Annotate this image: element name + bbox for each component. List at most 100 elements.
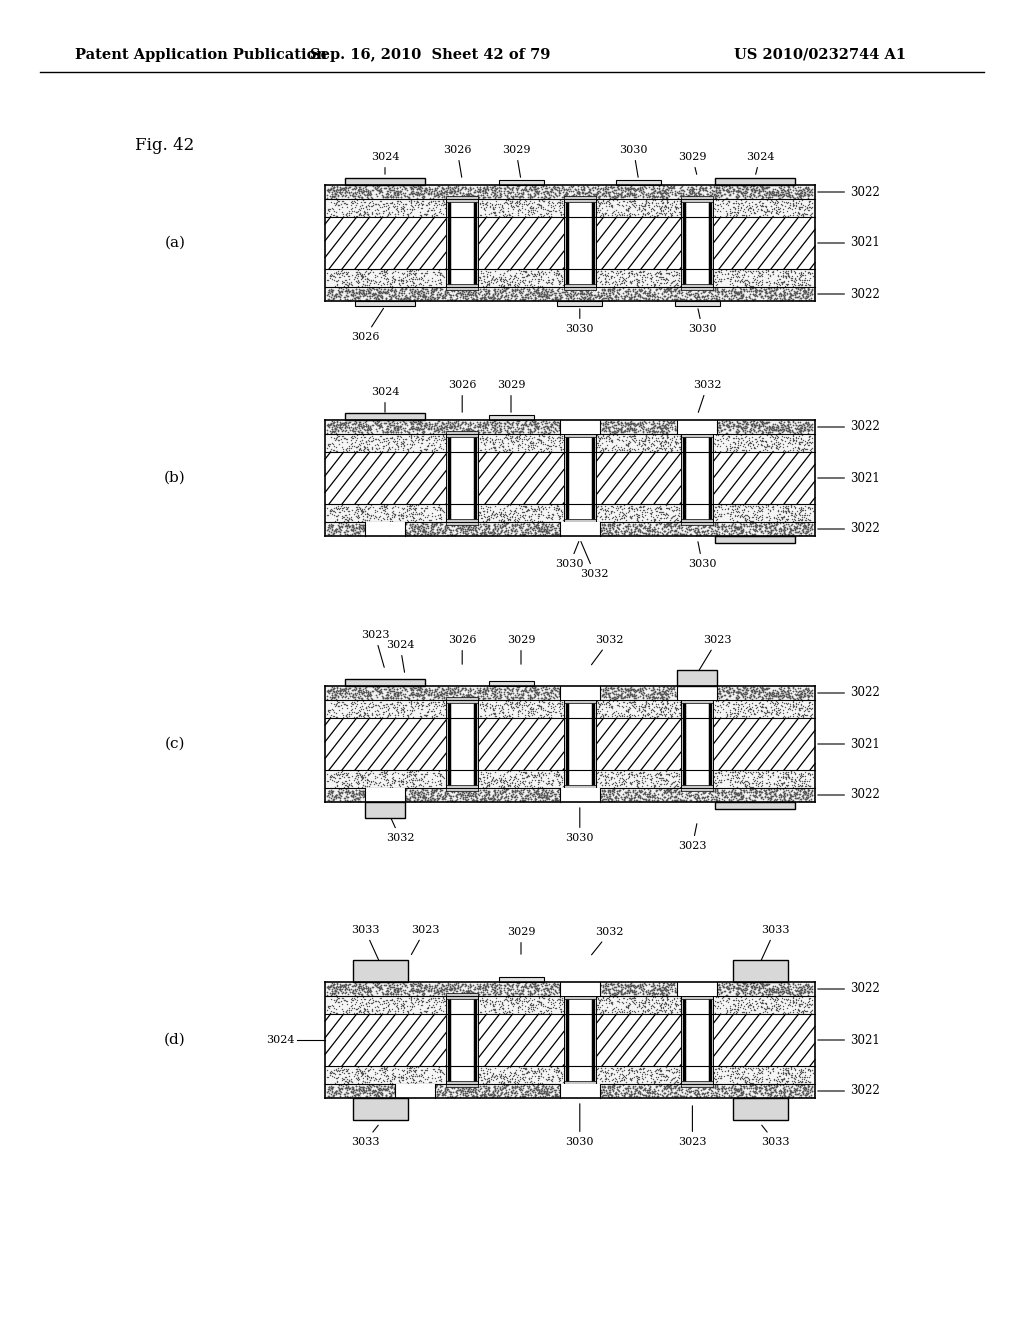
Point: [792, 999, 808, 1020]
Point: [323, 1077, 339, 1098]
Point: [700, 686, 717, 708]
Point: [741, 260, 758, 281]
Point: [627, 685, 643, 706]
Point: [778, 686, 795, 708]
Point: [775, 1059, 792, 1080]
Point: [716, 503, 732, 524]
Point: [393, 1105, 410, 1126]
Point: [549, 498, 565, 519]
Point: [712, 180, 728, 201]
Point: [554, 428, 570, 449]
Point: [640, 1085, 656, 1106]
Point: [754, 193, 770, 214]
Point: [592, 694, 608, 715]
Point: [408, 263, 424, 284]
Point: [751, 506, 767, 527]
Point: [682, 973, 698, 994]
Point: [396, 182, 413, 203]
Point: [423, 682, 439, 704]
Point: [369, 288, 385, 309]
Point: [652, 498, 669, 519]
Point: [409, 425, 425, 446]
Point: [378, 186, 394, 207]
Point: [401, 176, 418, 197]
Point: [751, 763, 767, 784]
Point: [518, 425, 535, 446]
Point: [492, 429, 508, 450]
Point: [773, 1071, 790, 1092]
Point: [778, 528, 795, 549]
Point: [522, 692, 539, 713]
Point: [478, 264, 495, 285]
Point: [332, 281, 348, 302]
Point: [711, 177, 727, 198]
Point: [678, 425, 694, 446]
Point: [431, 1060, 447, 1081]
Point: [482, 418, 499, 440]
Point: [518, 286, 535, 308]
Point: [454, 284, 470, 305]
Point: [409, 985, 425, 1006]
Point: [768, 425, 784, 446]
Point: [467, 1001, 483, 1022]
Point: [336, 694, 352, 715]
Point: [344, 280, 360, 301]
Point: [666, 511, 682, 532]
Point: [601, 686, 617, 708]
Point: [437, 519, 454, 540]
Point: [484, 682, 501, 704]
Point: [464, 519, 480, 540]
Point: [652, 998, 669, 1019]
Point: [488, 787, 505, 808]
Point: [345, 975, 361, 997]
Point: [354, 958, 371, 979]
Point: [344, 172, 360, 193]
Point: [700, 664, 717, 685]
Point: [590, 983, 606, 1005]
Point: [726, 1057, 742, 1078]
Point: [565, 686, 582, 708]
Point: [355, 981, 372, 1002]
Point: [323, 289, 339, 310]
Point: [518, 414, 535, 436]
Point: [667, 776, 683, 797]
Point: [776, 528, 793, 549]
Point: [613, 285, 630, 306]
Point: [539, 1001, 555, 1022]
Point: [418, 178, 434, 199]
Point: [779, 508, 796, 529]
Point: [500, 791, 516, 812]
Point: [392, 682, 409, 704]
Point: [468, 281, 484, 302]
Point: [564, 982, 581, 1003]
Point: [572, 285, 589, 306]
Point: [518, 180, 535, 201]
Point: [441, 991, 458, 1012]
Point: [640, 982, 656, 1003]
Point: [477, 284, 494, 305]
Point: [611, 261, 628, 282]
Point: [722, 506, 738, 527]
Point: [383, 961, 399, 982]
Point: [421, 977, 437, 998]
Point: [759, 979, 775, 1001]
Point: [372, 181, 388, 202]
Point: [764, 515, 780, 536]
Point: [349, 702, 366, 723]
Point: [777, 1063, 794, 1084]
Point: [787, 680, 804, 701]
Point: [460, 284, 476, 305]
Point: [705, 981, 721, 1002]
Point: [791, 1084, 807, 1105]
Point: [605, 412, 622, 433]
Point: [458, 280, 474, 301]
Point: [449, 433, 465, 454]
Point: [655, 177, 672, 198]
Point: [673, 417, 689, 438]
Point: [762, 1100, 778, 1121]
Point: [653, 686, 670, 708]
Point: [731, 428, 748, 449]
Point: [705, 977, 721, 998]
Point: [797, 1084, 813, 1105]
Point: [673, 1068, 689, 1089]
